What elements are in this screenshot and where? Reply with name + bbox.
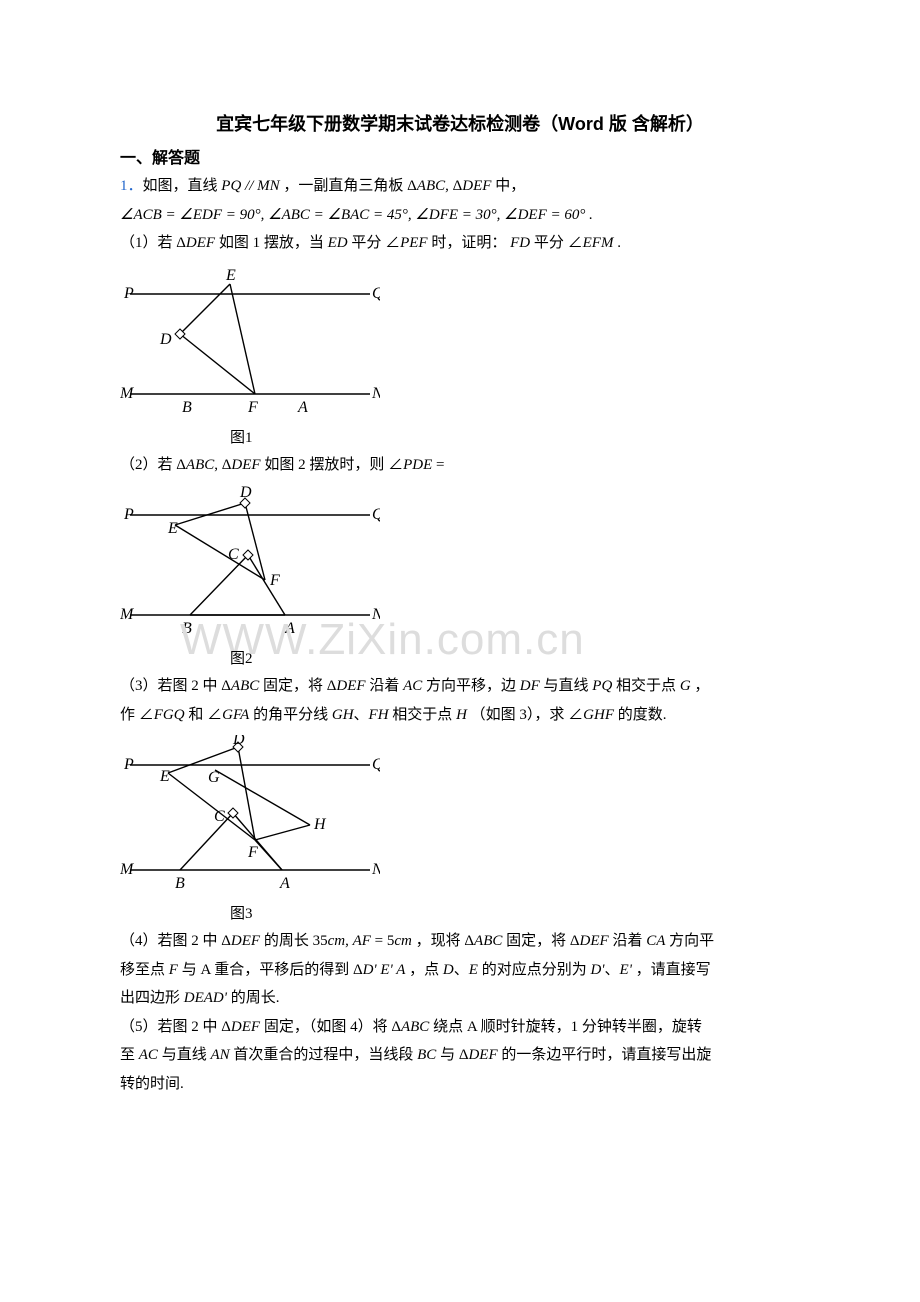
svg-text:Q: Q bbox=[372, 506, 380, 523]
svg-text:F: F bbox=[247, 399, 258, 416]
question-4-line2: 移至点 F 与 A 重合，平移后的得到 ΔD' E' A ，点 D、E 的对应点… bbox=[120, 956, 800, 985]
figure-3: P Q M N D E G C H F B A 图3 bbox=[120, 735, 800, 923]
svg-text:H: H bbox=[313, 816, 327, 833]
svg-text:E: E bbox=[159, 768, 170, 785]
svg-text:A: A bbox=[297, 399, 308, 416]
question-4-line3: 出四边形 DEAD' 的周长. bbox=[120, 984, 800, 1013]
svg-text:M: M bbox=[120, 606, 135, 623]
svg-text:P: P bbox=[123, 506, 134, 523]
svg-text:G: G bbox=[208, 769, 220, 786]
svg-text:A: A bbox=[279, 875, 290, 892]
svg-text:M: M bbox=[120, 861, 135, 878]
problem-statement-line2: ∠ACB = ∠EDF = 90°, ∠ABC = ∠BAC = 45°, ∠D… bbox=[120, 201, 800, 230]
svg-text:C: C bbox=[214, 808, 225, 825]
figure-3-caption: 图3 bbox=[120, 902, 800, 923]
question-5-line1: （5）若图 2 中 ΔDEF 固定，（如图 4）将 ΔABC 绕点 A 顺时针旋… bbox=[120, 1013, 800, 1042]
section-heading: 一、解答题 bbox=[120, 144, 800, 168]
svg-text:P: P bbox=[123, 756, 134, 773]
svg-text:A: A bbox=[284, 620, 295, 637]
svg-text:Q: Q bbox=[372, 756, 380, 773]
svg-text:B: B bbox=[182, 620, 192, 637]
figure-2: PQMNDECFBA WWW.ZiXin.com.cn 图2 bbox=[120, 485, 800, 668]
problem-number: 1． bbox=[120, 178, 143, 194]
figure-2-caption: 图2 bbox=[120, 647, 800, 668]
svg-text:F: F bbox=[269, 572, 280, 589]
svg-text:E: E bbox=[225, 267, 236, 284]
svg-text:M: M bbox=[120, 385, 135, 402]
svg-text:B: B bbox=[182, 399, 192, 416]
figure-1-caption: 图1 bbox=[120, 426, 800, 447]
svg-text:B: B bbox=[175, 875, 185, 892]
svg-text:E: E bbox=[167, 520, 178, 537]
document-title: 宜宾七年级下册数学期末试卷达标检测卷（Word 版 含解析） bbox=[120, 110, 800, 136]
svg-text:N: N bbox=[371, 606, 380, 623]
svg-text:D: D bbox=[159, 331, 172, 348]
question-4-line1: （4）若图 2 中 ΔDEF 的周长 35cm, AF = 5cm ，现将 ΔA… bbox=[120, 927, 800, 956]
svg-text:D: D bbox=[239, 485, 252, 501]
svg-text:D: D bbox=[232, 735, 245, 748]
svg-text:P: P bbox=[123, 285, 134, 302]
question-1: （1）若 ΔDEF 如图 1 摆放，当 ED 平分 ∠PEF 时，证明： FD … bbox=[120, 229, 800, 258]
svg-text:N: N bbox=[371, 861, 380, 878]
question-5-line2: 至 AC 与直线 AN 首次重合的过程中，当线段 BC 与 ΔDEF 的一条边平… bbox=[120, 1041, 800, 1070]
question-5-line3: 转的时间. bbox=[120, 1070, 800, 1099]
problem-statement-line1: 1．如图，直线 PQ // MN ，一副直角三角板 ΔABC, ΔDEF 中， bbox=[120, 172, 800, 201]
svg-text:C: C bbox=[228, 546, 239, 563]
svg-text:N: N bbox=[371, 385, 380, 402]
question-2: （2）若 ΔABC, ΔDEF 如图 2 摆放时，则 ∠PDE = bbox=[120, 451, 800, 480]
question-3-line1: （3）若图 2 中 ΔABC 固定，将 ΔDEF 沿着 AC 方向平移，边 DF… bbox=[120, 672, 800, 701]
svg-text:Q: Q bbox=[372, 285, 380, 302]
figure-1: P Q M N E D B F A 图1 bbox=[120, 264, 800, 447]
svg-text:F: F bbox=[247, 844, 258, 861]
question-3-line2: 作 ∠FGQ 和 ∠GFA 的角平分线 GH、FH 相交于点 H （如图 3），… bbox=[120, 701, 800, 730]
